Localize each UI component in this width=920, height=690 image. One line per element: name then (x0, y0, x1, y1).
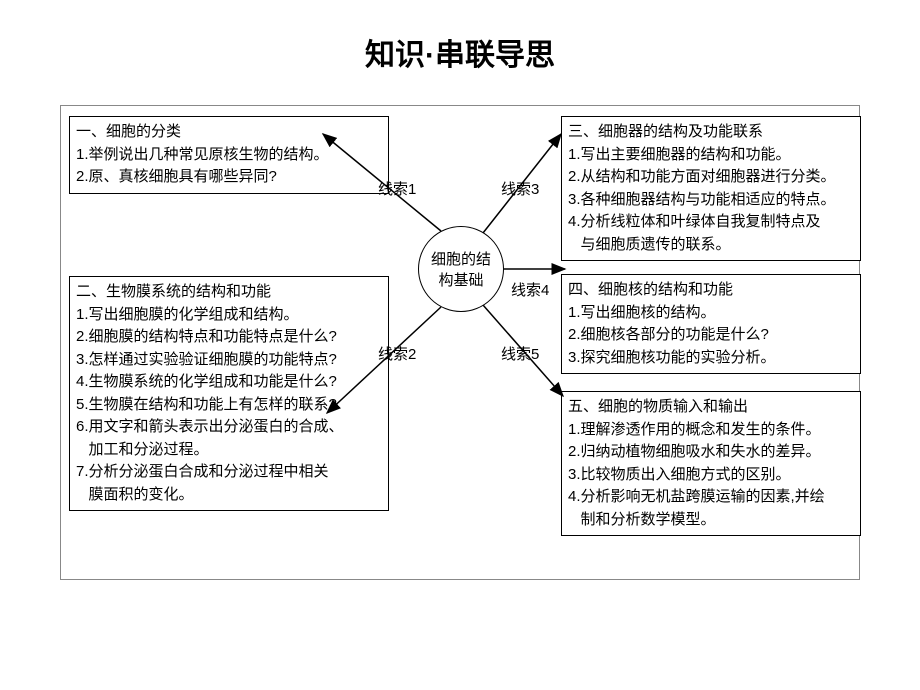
box-item: 1.写出主要细胞器的结构和功能。 (568, 144, 854, 167)
box-item: 4.分析影响无机盐跨膜运输的因素,并绘 制和分析数学模型。 (568, 486, 854, 531)
concept-box: 三、细胞器的结构及功能联系1.写出主要细胞器的结构和功能。2.从结构和功能方面对… (561, 116, 861, 261)
concept-box: 五、细胞的物质输入和输出1.理解渗透作用的概念和发生的条件。2.归纳动植物细胞吸… (561, 391, 861, 536)
box-item: 4.生物膜系统的化学组成和功能是什么? (76, 371, 382, 394)
box-heading: 二、生物膜系统的结构和功能 (76, 281, 382, 304)
box-item: 3.怎样通过实验验证细胞膜的功能特点? (76, 349, 382, 372)
box-item: 2.归纳动植物细胞吸水和失水的差异。 (568, 441, 854, 464)
box-item: 5.生物膜在结构和功能上有怎样的联系? (76, 394, 382, 417)
box-heading: 四、细胞核的结构和功能 (568, 279, 854, 302)
box-item: 2.细胞核各部分的功能是什么? (568, 324, 854, 347)
box-item: 3.各种细胞器结构与功能相适应的特点。 (568, 189, 854, 212)
box-item: 3.探究细胞核功能的实验分析。 (568, 347, 854, 370)
box-item: 2.细胞膜的结构特点和功能特点是什么? (76, 326, 382, 349)
box-item: 4.分析线粒体和叶绿体自我复制特点及 与细胞质遗传的联系。 (568, 211, 854, 256)
center-node: 细胞的结 构基础 (418, 226, 504, 312)
concept-map-area: 细胞的结 构基础 线索1 线索2 线索3 线索4 线索5 一、细胞的分类1.举例说出几种… (60, 105, 860, 580)
box-item: 2.原、真核细胞具有哪些异同? (76, 166, 382, 189)
concept-box: 一、细胞的分类1.举例说出几种常见原核生物的结构。2.原、真核细胞具有哪些异同? (69, 116, 389, 194)
box-item: 1.写出细胞膜的化学组成和结构。 (76, 304, 382, 327)
edge-label: 线索1 (378, 178, 416, 199)
edge-label: 线索2 (378, 343, 416, 364)
box-item: 1.举例说出几种常见原核生物的结构。 (76, 144, 382, 167)
box-item: 1.理解渗透作用的概念和发生的条件。 (568, 419, 854, 442)
box-item: 1.写出细胞核的结构。 (568, 302, 854, 325)
box-heading: 五、细胞的物质输入和输出 (568, 396, 854, 419)
edge-label: 线索3 (501, 178, 539, 199)
edge-label: 线索4 (511, 279, 549, 300)
box-item: 3.比较物质出入细胞方式的区别。 (568, 464, 854, 487)
concept-box: 二、生物膜系统的结构和功能1.写出细胞膜的化学组成和结构。2.细胞膜的结构特点和… (69, 276, 389, 511)
concept-box: 四、细胞核的结构和功能1.写出细胞核的结构。2.细胞核各部分的功能是什么?3.探… (561, 274, 861, 374)
box-item: 7.分析分泌蛋白合成和分泌过程中相关 膜面积的变化。 (76, 461, 382, 506)
box-item: 2.从结构和功能方面对细胞器进行分类。 (568, 166, 854, 189)
edge-label: 线索5 (501, 343, 539, 364)
box-item: 6.用文字和箭头表示出分泌蛋白的合成、 加工和分泌过程。 (76, 416, 382, 461)
page-title: 知识·串联导思 (0, 30, 920, 74)
box-heading: 三、细胞器的结构及功能联系 (568, 121, 854, 144)
center-node-label: 细胞的结 构基础 (431, 248, 491, 290)
box-heading: 一、细胞的分类 (76, 121, 382, 144)
